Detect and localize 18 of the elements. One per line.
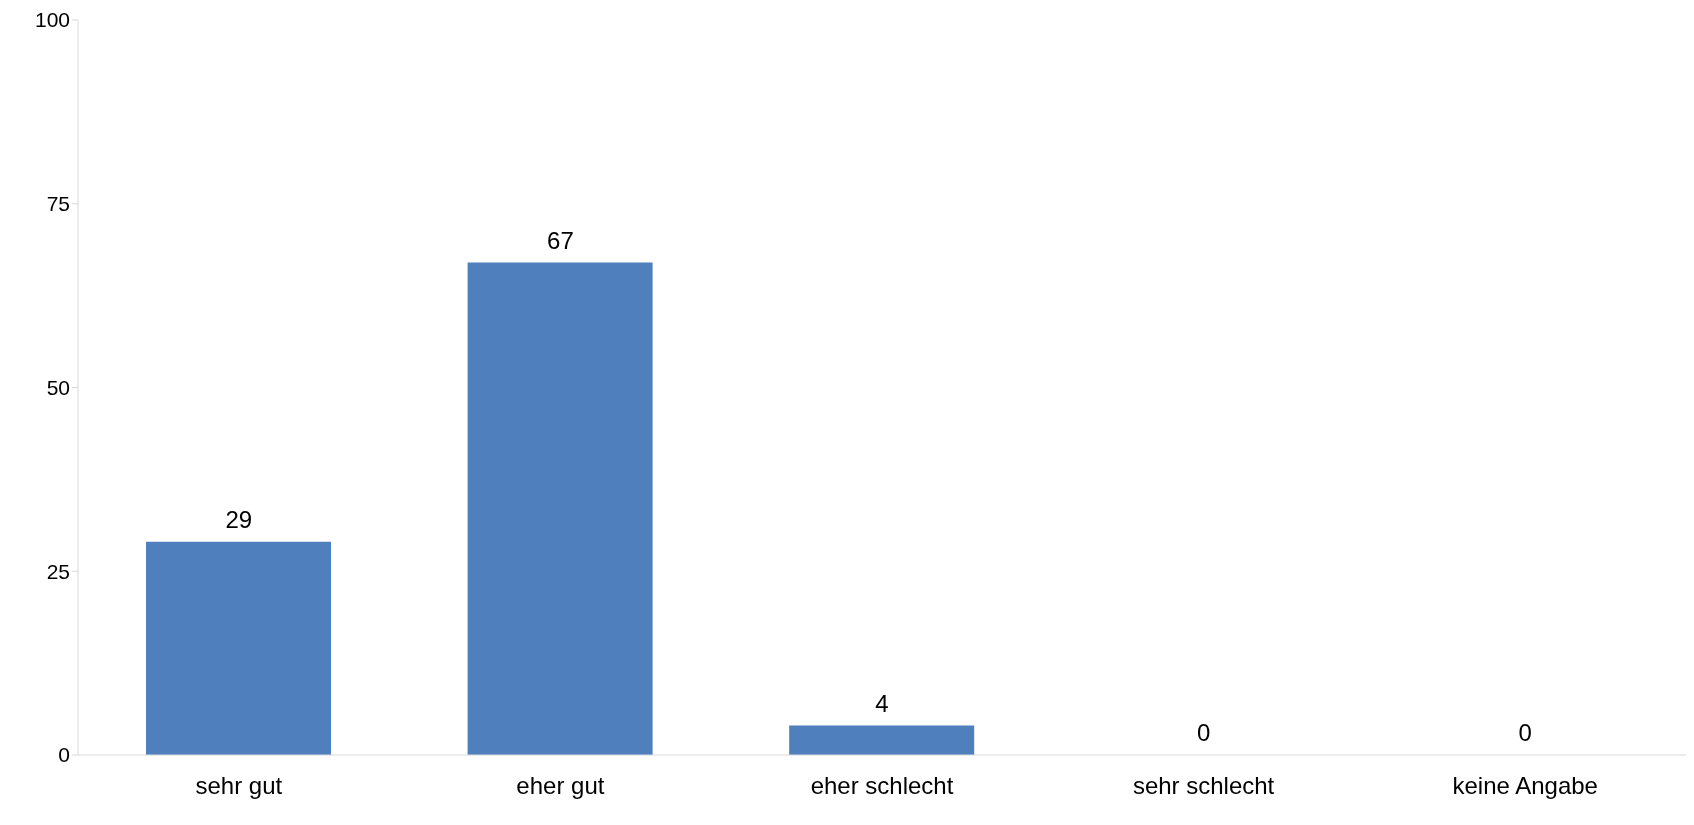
y-tick-label: 0 xyxy=(58,743,70,767)
y-tick-label: 100 xyxy=(34,8,70,32)
bar xyxy=(789,725,975,755)
y-tick-label: 50 xyxy=(46,375,70,399)
data-label: 0 xyxy=(1518,719,1532,746)
y-tick-label: 25 xyxy=(46,559,70,583)
x-tick-label: eher gut xyxy=(516,772,605,800)
data-label: 0 xyxy=(1196,719,1211,746)
x-tick-label: keine Angabe xyxy=(1452,772,1598,800)
bar xyxy=(467,262,653,755)
x-tick-label: sehr schlecht xyxy=(1132,772,1275,800)
data-label: 29 xyxy=(225,505,253,533)
y-tick-label: 75 xyxy=(46,192,70,216)
data-label: 4 xyxy=(875,689,889,717)
bar xyxy=(146,541,331,755)
data-label: 67 xyxy=(547,226,574,254)
x-tick-label: sehr gut xyxy=(195,772,283,800)
x-tick-label: eher schlecht xyxy=(810,772,954,800)
